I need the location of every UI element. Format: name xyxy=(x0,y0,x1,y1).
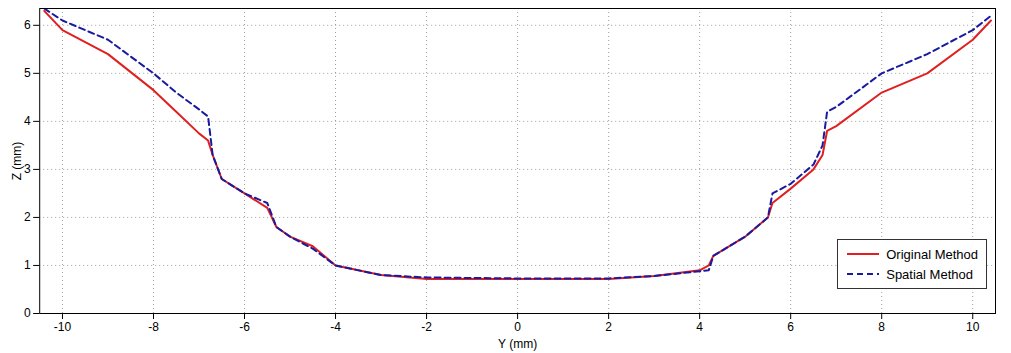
svg-text:10: 10 xyxy=(966,320,980,334)
svg-text:6: 6 xyxy=(24,18,31,32)
svg-text:-2: -2 xyxy=(421,320,432,334)
svg-text:-8: -8 xyxy=(148,320,159,334)
svg-text:-6: -6 xyxy=(239,320,250,334)
svg-text:0: 0 xyxy=(24,306,31,320)
svg-text:4: 4 xyxy=(24,114,31,128)
svg-text:-4: -4 xyxy=(330,320,341,334)
svg-text:2: 2 xyxy=(605,320,612,334)
svg-text:8: 8 xyxy=(878,320,885,334)
svg-text:Y (mm): Y (mm) xyxy=(498,337,537,351)
svg-text:4: 4 xyxy=(696,320,703,334)
svg-text:-10: -10 xyxy=(54,320,72,334)
svg-text:3: 3 xyxy=(24,162,31,176)
svg-text:6: 6 xyxy=(787,320,794,334)
html-text:Spatial Method: Spatial Method xyxy=(886,266,973,282)
svg-text:1: 1 xyxy=(24,258,31,272)
svg-text:5: 5 xyxy=(24,66,31,80)
svg-text:Z (mm): Z (mm) xyxy=(10,142,24,181)
svg-text:0: 0 xyxy=(514,320,521,334)
html-text:Original Method: Original Method xyxy=(886,246,978,262)
svg-text:2: 2 xyxy=(24,210,31,224)
